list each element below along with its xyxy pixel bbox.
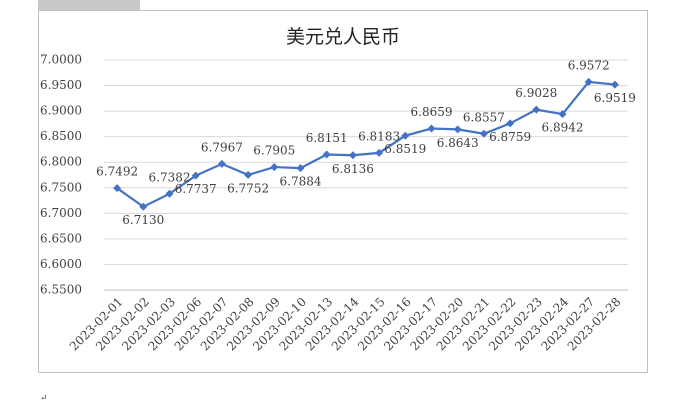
marker [270,163,279,172]
marker [322,150,331,159]
y-tick-label: 6.9000 [40,104,82,118]
data-label: 6.8183 [358,129,400,143]
y-tick-label: 6.8000 [40,155,82,169]
line [116,80,616,208]
data-label: 6.8659 [411,105,453,119]
marker [558,110,567,119]
data-label: 6.7905 [253,144,295,158]
data-label: 6.8759 [489,130,531,144]
tab [38,0,140,10]
data-label: 6.7492 [96,165,138,179]
marker [113,184,122,193]
data-label: 6.7737 [175,182,217,196]
marker [165,189,174,198]
marker [348,151,357,160]
y-tick-label: 6.5500 [40,283,82,297]
marker [139,202,148,211]
marker [479,129,488,138]
marker [401,131,410,140]
chart-frame [38,10,648,373]
y-tick-label: 6.8500 [40,129,82,143]
marker [584,77,593,86]
chart-title: 美元兑人民币 [286,26,400,48]
marker [610,80,619,89]
marker [296,164,305,173]
data-label: 6.8557 [463,110,505,124]
marker [453,125,462,134]
data-label: 6.7752 [227,181,269,195]
data-label: 6.8643 [437,136,479,150]
marker [191,171,200,180]
marker [427,124,436,133]
y-tick-label: 6.9500 [40,78,82,92]
data-label: 6.8942 [542,121,584,135]
y-tick-label: 6.6000 [40,257,82,271]
y-tick-label: 7.0000 [40,53,82,67]
data-label: 6.9519 [594,91,636,105]
y-tick-label: 6.7000 [40,206,82,220]
marker [375,148,384,157]
data-label: 6.7382 [149,170,191,184]
marker [217,159,226,168]
data-label: 6.9028 [515,86,557,100]
data-label: 6.7130 [122,213,164,227]
data-label: 6.7967 [201,140,243,154]
paragraph-mark: ↵ [40,394,48,404]
data-label: 6.8151 [306,131,348,145]
marker [506,119,515,128]
y-tick-label: 6.7500 [40,180,82,194]
data-label: 6.9572 [568,58,610,72]
data-label: 6.7884 [280,175,322,189]
y-tick-label: 6.6500 [40,231,82,245]
marker [244,170,253,179]
data-label: 6.8519 [384,142,426,156]
data-label: 6.8136 [332,162,374,176]
marker [532,105,541,114]
